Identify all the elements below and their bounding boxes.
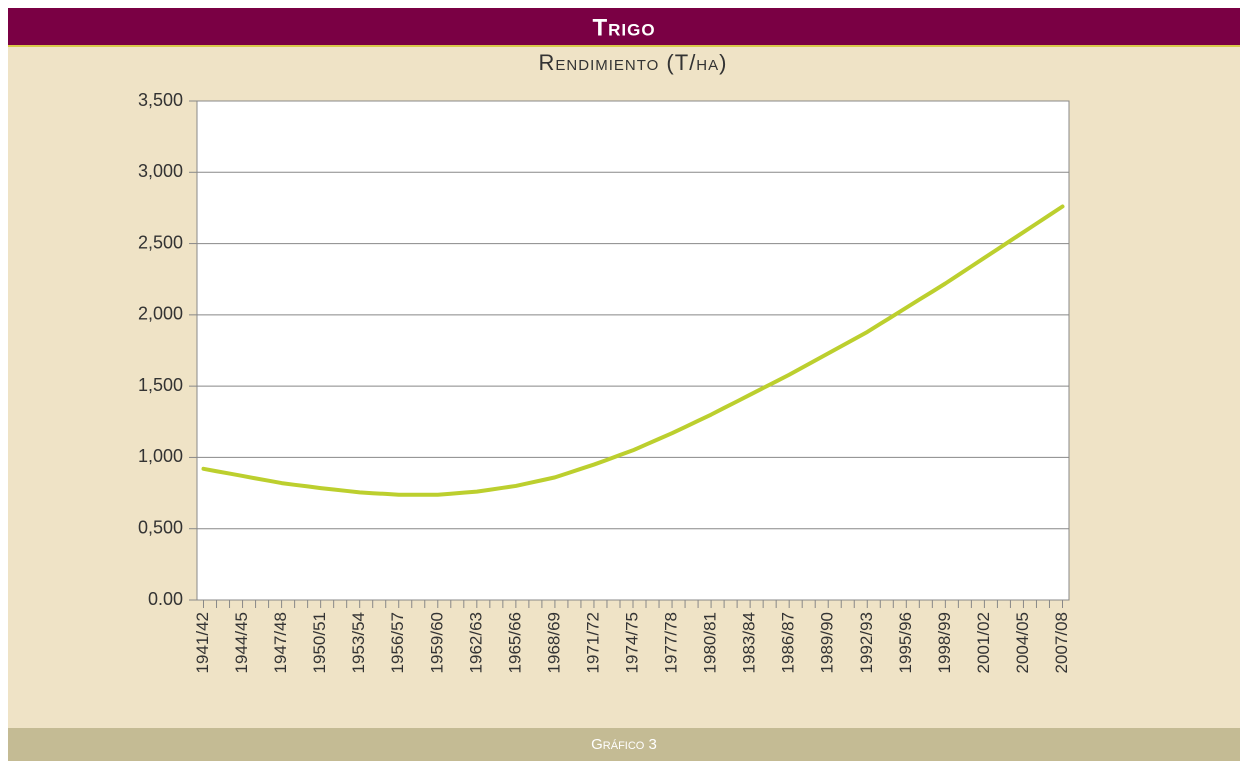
header-bar: [8, 8, 1240, 45]
x-tick-label: 1980/81: [701, 612, 720, 673]
y-tick-label: 2,500: [138, 232, 183, 252]
x-tick-label: 1986/87: [779, 612, 798, 673]
x-tick-label: 1953/54: [349, 612, 368, 673]
y-tick-label: 0.00: [148, 589, 183, 609]
footer-bar: [8, 728, 1240, 761]
y-tick-label: 1,500: [138, 375, 183, 395]
x-tick-label: 1974/75: [622, 612, 641, 673]
x-tick-label: 1992/93: [857, 612, 876, 673]
y-tick-label: 3,000: [138, 161, 183, 181]
y-tick-label: 2,000: [138, 304, 183, 324]
x-tick-label: 1995/96: [896, 612, 915, 673]
x-tick-label: 1989/90: [818, 612, 837, 673]
caption: Gráfico 3: [591, 736, 657, 753]
x-tick-label: 1968/69: [544, 612, 563, 673]
x-tick-label: 1965/66: [505, 612, 524, 673]
y-tick-label: 0,500: [138, 517, 183, 537]
y-tick-label: 3,500: [138, 90, 183, 110]
header-rule: [8, 45, 1240, 47]
x-tick-label: 1962/63: [466, 612, 485, 673]
chart-title: Trigo: [592, 14, 655, 41]
x-tick-label: 2007/08: [1052, 612, 1071, 673]
y-tick-label: 1,000: [138, 446, 183, 466]
chart-subtitle: Rendimiento (T/ha): [539, 50, 728, 75]
x-tick-label: 1950/51: [310, 612, 329, 673]
x-tick-label: 1977/78: [662, 612, 681, 673]
x-tick-label: 1998/99: [935, 612, 954, 673]
x-tick-label: 2004/05: [1013, 612, 1032, 673]
x-tick-label: 1959/60: [427, 612, 446, 673]
x-tick-label: 1944/45: [232, 612, 251, 673]
x-tick-label: 1971/72: [583, 612, 602, 673]
plot-area: [196, 100, 1070, 601]
x-tick-label: 1941/42: [193, 612, 212, 673]
x-tick-label: 1956/57: [388, 612, 407, 673]
x-tick-label: 1947/48: [271, 612, 290, 673]
x-tick-label: 2001/02: [974, 612, 993, 673]
x-tick-label: 1983/84: [740, 612, 759, 673]
data-line: [201, 204, 1065, 497]
